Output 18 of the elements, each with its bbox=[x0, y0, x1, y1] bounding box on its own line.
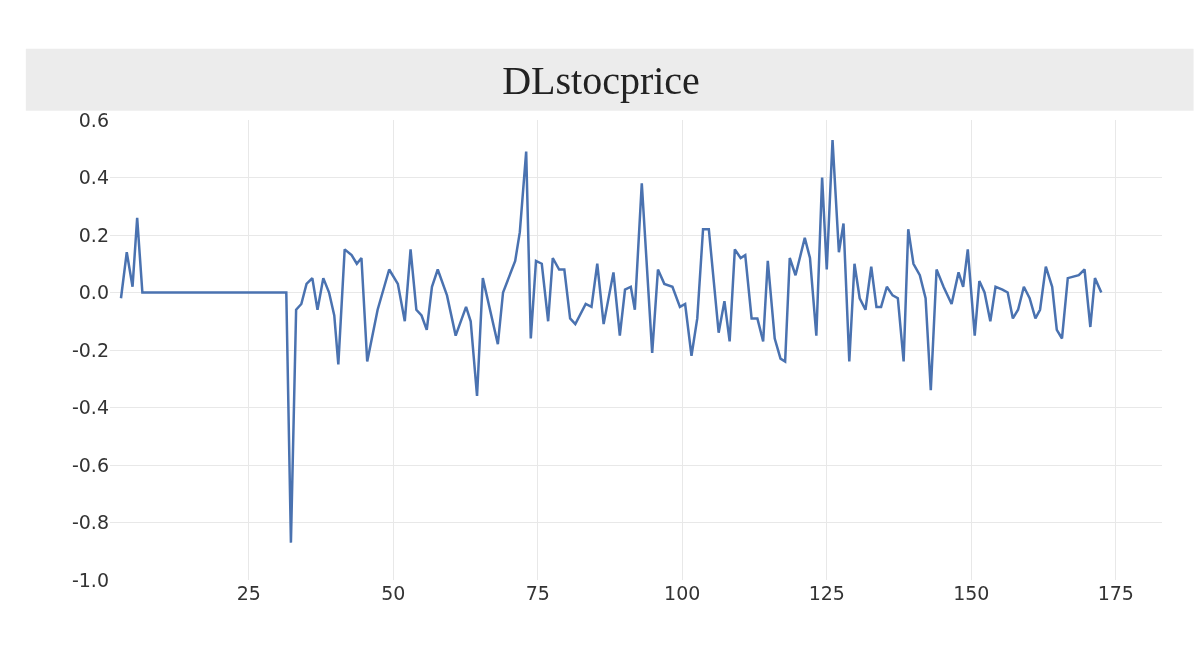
y-tick-label: 0.4 bbox=[78, 166, 109, 189]
y-tick-label: -0.2 bbox=[71, 338, 109, 361]
x-tick-label: 125 bbox=[808, 582, 845, 604]
x-tick-label: 100 bbox=[664, 582, 701, 604]
x-tick-label: 50 bbox=[381, 582, 406, 604]
y-tick-label: -0.6 bbox=[71, 453, 109, 476]
x-tick-label: 75 bbox=[525, 582, 550, 604]
y-tick-label: -0.4 bbox=[71, 396, 109, 419]
chart-title: DLstocprice bbox=[502, 57, 700, 103]
line-series bbox=[119, 138, 1103, 544]
y-tick-label: 0.6 bbox=[78, 108, 109, 131]
y-tick-label: 0.2 bbox=[78, 223, 109, 246]
x-tick-label: 25 bbox=[236, 582, 261, 604]
x-tick-label: 150 bbox=[953, 582, 990, 604]
x-tick-label: 175 bbox=[1097, 582, 1134, 604]
y-tick-label: -0.8 bbox=[71, 511, 109, 534]
y-tick-label: -1.0 bbox=[71, 568, 109, 591]
y-tick-label: 0.0 bbox=[78, 281, 109, 304]
